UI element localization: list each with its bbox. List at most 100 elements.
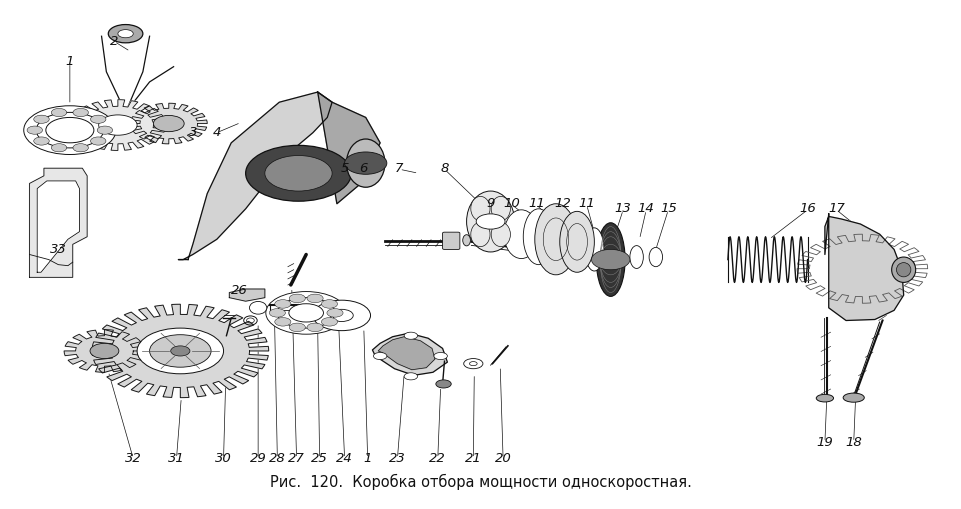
Circle shape (265, 292, 346, 334)
Circle shape (307, 294, 323, 303)
Ellipse shape (491, 222, 510, 246)
Text: 20: 20 (494, 452, 511, 465)
Ellipse shape (504, 210, 538, 259)
Text: 11: 11 (578, 197, 595, 210)
Text: 23: 23 (388, 452, 406, 465)
Text: 33: 33 (50, 243, 66, 256)
Circle shape (153, 116, 184, 132)
Text: 19: 19 (816, 436, 832, 449)
Circle shape (97, 126, 112, 134)
Circle shape (99, 115, 137, 135)
Circle shape (269, 308, 285, 317)
Circle shape (137, 328, 223, 374)
Circle shape (288, 304, 323, 322)
Circle shape (27, 126, 42, 134)
Ellipse shape (466, 191, 514, 252)
Text: 21: 21 (464, 452, 481, 465)
Circle shape (307, 323, 323, 332)
Text: 2: 2 (110, 35, 118, 48)
Text: 16: 16 (799, 202, 815, 215)
Polygon shape (824, 214, 902, 321)
Circle shape (170, 346, 189, 356)
Text: 29: 29 (250, 452, 266, 465)
Ellipse shape (534, 204, 577, 275)
Ellipse shape (559, 211, 594, 272)
Ellipse shape (896, 263, 910, 277)
Circle shape (264, 156, 332, 191)
Ellipse shape (491, 196, 510, 221)
Circle shape (34, 137, 49, 145)
Circle shape (289, 294, 305, 303)
Circle shape (321, 300, 337, 308)
Circle shape (90, 344, 119, 358)
Circle shape (275, 300, 290, 308)
Ellipse shape (462, 235, 470, 246)
Text: 1: 1 (363, 452, 372, 465)
Circle shape (245, 146, 351, 201)
Text: 10: 10 (503, 197, 520, 210)
Text: 3: 3 (188, 126, 197, 139)
Text: Рис.  120.  Коробка отбора мощности односкоростная.: Рис. 120. Коробка отбора мощности односк… (270, 474, 691, 490)
Text: 25: 25 (311, 452, 328, 465)
Ellipse shape (584, 228, 604, 271)
Ellipse shape (891, 257, 915, 282)
Circle shape (433, 352, 447, 359)
Ellipse shape (346, 139, 384, 187)
Text: 11: 11 (528, 197, 545, 210)
Circle shape (73, 108, 88, 117)
Polygon shape (131, 103, 207, 144)
Circle shape (275, 318, 290, 326)
Text: 8: 8 (440, 162, 448, 175)
Text: 24: 24 (335, 452, 353, 465)
Circle shape (591, 249, 629, 270)
Text: 26: 26 (231, 284, 247, 297)
Polygon shape (317, 92, 380, 204)
Ellipse shape (470, 222, 489, 246)
Ellipse shape (249, 301, 266, 314)
Ellipse shape (629, 246, 643, 268)
Polygon shape (64, 330, 145, 372)
FancyBboxPatch shape (442, 232, 459, 249)
Circle shape (109, 24, 143, 43)
Ellipse shape (312, 300, 370, 331)
Ellipse shape (815, 394, 832, 402)
Circle shape (344, 152, 386, 174)
Polygon shape (30, 168, 87, 277)
Text: 5: 5 (340, 162, 349, 175)
Polygon shape (178, 92, 332, 260)
Circle shape (51, 108, 66, 117)
Text: 27: 27 (288, 452, 305, 465)
Ellipse shape (649, 247, 662, 267)
Text: 13: 13 (614, 202, 630, 215)
Text: 15: 15 (659, 202, 676, 215)
Circle shape (46, 118, 94, 143)
Text: 12: 12 (554, 197, 571, 210)
Circle shape (404, 332, 417, 340)
Text: 22: 22 (429, 452, 446, 465)
Ellipse shape (842, 393, 863, 402)
Circle shape (327, 308, 343, 317)
Circle shape (149, 335, 210, 367)
Text: 28: 28 (269, 452, 285, 465)
Circle shape (90, 137, 106, 145)
Circle shape (404, 373, 417, 380)
Polygon shape (372, 333, 447, 375)
Ellipse shape (523, 209, 554, 265)
Polygon shape (37, 181, 80, 272)
Text: 7: 7 (395, 162, 403, 175)
Text: 31: 31 (168, 452, 185, 465)
Text: 9: 9 (486, 197, 494, 210)
Text: 4: 4 (212, 126, 221, 139)
Circle shape (51, 144, 66, 152)
Circle shape (435, 380, 451, 388)
Circle shape (73, 144, 88, 152)
Text: 32: 32 (125, 452, 141, 465)
Polygon shape (92, 304, 268, 398)
Polygon shape (70, 100, 165, 151)
Polygon shape (229, 289, 264, 301)
Polygon shape (378, 337, 434, 370)
Text: 14: 14 (637, 202, 653, 215)
Circle shape (34, 115, 49, 123)
Circle shape (321, 318, 337, 326)
Text: 17: 17 (827, 202, 844, 215)
